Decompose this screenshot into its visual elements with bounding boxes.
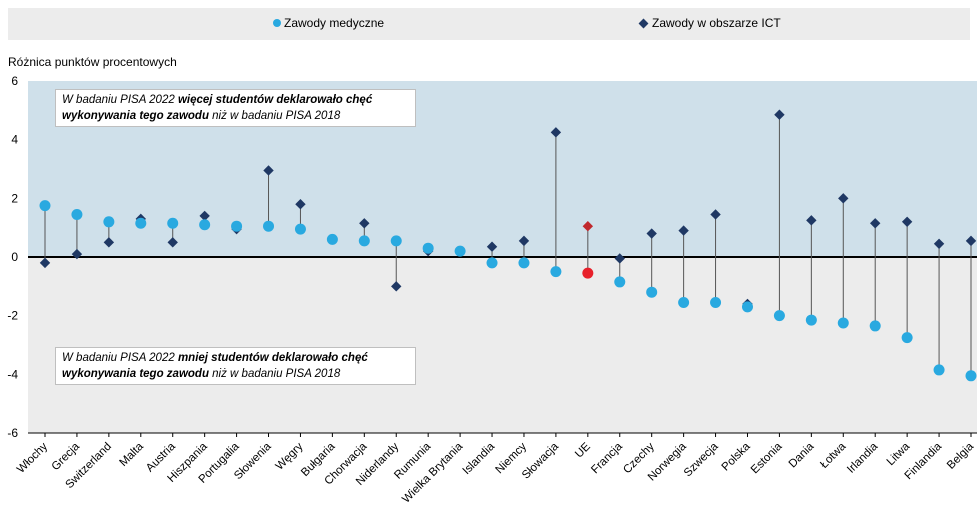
medical-point	[135, 217, 147, 229]
medical-point	[454, 245, 466, 257]
medical-point	[71, 208, 83, 220]
medical-point	[933, 364, 945, 376]
x-tick-label: Szwecja	[682, 440, 721, 479]
ict-point	[933, 238, 945, 249]
medical-point	[103, 216, 115, 228]
medical-point	[486, 257, 498, 269]
x-tick-label: Estonia	[749, 440, 785, 476]
ict-point	[614, 253, 625, 264]
y-tick-label: -4	[7, 367, 18, 381]
y-tick-label: 6	[11, 74, 18, 88]
x-tick-label: Irlandia	[845, 440, 881, 476]
medical-point	[901, 332, 913, 344]
medical-point	[678, 296, 690, 308]
x-tick-label: Wielka Brytania	[400, 440, 465, 505]
x-tick-label: Belgia	[945, 440, 977, 472]
ict-point	[678, 225, 689, 236]
annotation-decrease: W badaniu PISA 2022 mniej studentów dekl…	[55, 347, 416, 385]
ict-point	[263, 165, 274, 176]
ict-point	[646, 228, 657, 239]
ict-point	[295, 199, 306, 210]
x-tick-label: Islandia	[461, 440, 498, 477]
medical-point	[422, 242, 434, 254]
y-tick-label: -6	[7, 426, 18, 440]
x-tick-label: Polska	[720, 440, 753, 473]
ict-point	[167, 237, 178, 248]
x-tick-label: Łotwa	[818, 440, 849, 471]
medical-point	[805, 314, 817, 326]
medical-point	[965, 370, 977, 382]
y-tick-label: 2	[11, 191, 18, 205]
annotation-bottom-pre: W badaniu PISA 2022	[62, 352, 178, 364]
ict-point	[359, 218, 370, 229]
ict-point	[582, 221, 594, 232]
ict-point	[838, 193, 849, 204]
ict-point	[710, 209, 721, 220]
annotation-bottom-post: niż w badaniu PISA 2018	[208, 368, 341, 380]
ict-point	[199, 210, 210, 222]
medical-point	[741, 301, 753, 313]
legend-item-ict: Zawody w obszarze ICT	[638, 16, 781, 30]
legend-label-medical: Zawody medyczne	[284, 16, 385, 30]
medical-point	[869, 320, 881, 332]
annotation-top-post: niż w badaniu PISA 2018	[208, 110, 341, 122]
x-tick-label: Malta	[118, 440, 147, 469]
x-tick-label: Włochy	[15, 440, 50, 475]
medical-point	[39, 200, 51, 212]
medical-point	[614, 276, 626, 288]
y-axis-label: Różnica punktów procentowych	[8, 55, 177, 69]
ict-point	[806, 215, 817, 226]
ict-point	[518, 235, 530, 247]
medical-point	[358, 235, 370, 247]
circle-marker-icon	[273, 19, 281, 27]
medical-point	[773, 310, 785, 322]
x-tick-label: UE	[573, 440, 593, 460]
x-tick-label: Francja	[589, 440, 625, 476]
medical-point	[326, 233, 338, 245]
ict-point	[870, 218, 881, 229]
medical-point	[582, 267, 594, 279]
ict-point	[391, 281, 402, 292]
legend: Zawody medyczne Zawody w obszarze ICT	[8, 8, 970, 40]
medical-point	[167, 217, 179, 229]
legend-item-medical: Zawody medyczne	[273, 16, 384, 30]
medical-point	[837, 317, 849, 329]
annotation-top-pre: W badaniu PISA 2022	[62, 94, 178, 106]
annotation-top-bold: więcej studentów deklarowało chęć wykony…	[62, 94, 373, 122]
ict-point	[965, 235, 977, 247]
medical-point	[518, 257, 530, 269]
ict-point	[71, 248, 83, 260]
ict-point	[774, 109, 785, 120]
y-tick-label: -2	[7, 309, 18, 323]
medical-point	[550, 266, 562, 278]
medical-point	[231, 220, 243, 232]
y-tick-label: 4	[11, 133, 18, 147]
ict-point	[901, 216, 913, 227]
medical-point	[390, 235, 402, 247]
x-tick-label: Litwa	[885, 440, 913, 468]
ict-point	[103, 237, 115, 248]
medical-point	[646, 286, 658, 298]
x-tick-label: Dania	[787, 440, 817, 470]
medical-point	[263, 220, 275, 232]
ict-point	[39, 257, 51, 269]
annotation-bottom-bold: mniej studentów deklarowało chęć wykonyw…	[62, 352, 368, 380]
negative-band	[28, 257, 977, 433]
ict-point	[550, 127, 562, 138]
annotation-increase: W badaniu PISA 2022 więcej studentów dek…	[55, 89, 416, 127]
medical-point	[294, 223, 306, 235]
legend-label-ict: Zawody w obszarze ICT	[652, 16, 781, 30]
y-tick-label: 0	[11, 250, 18, 264]
medical-point	[710, 296, 722, 308]
medical-point	[199, 219, 211, 231]
ict-point	[486, 241, 498, 252]
